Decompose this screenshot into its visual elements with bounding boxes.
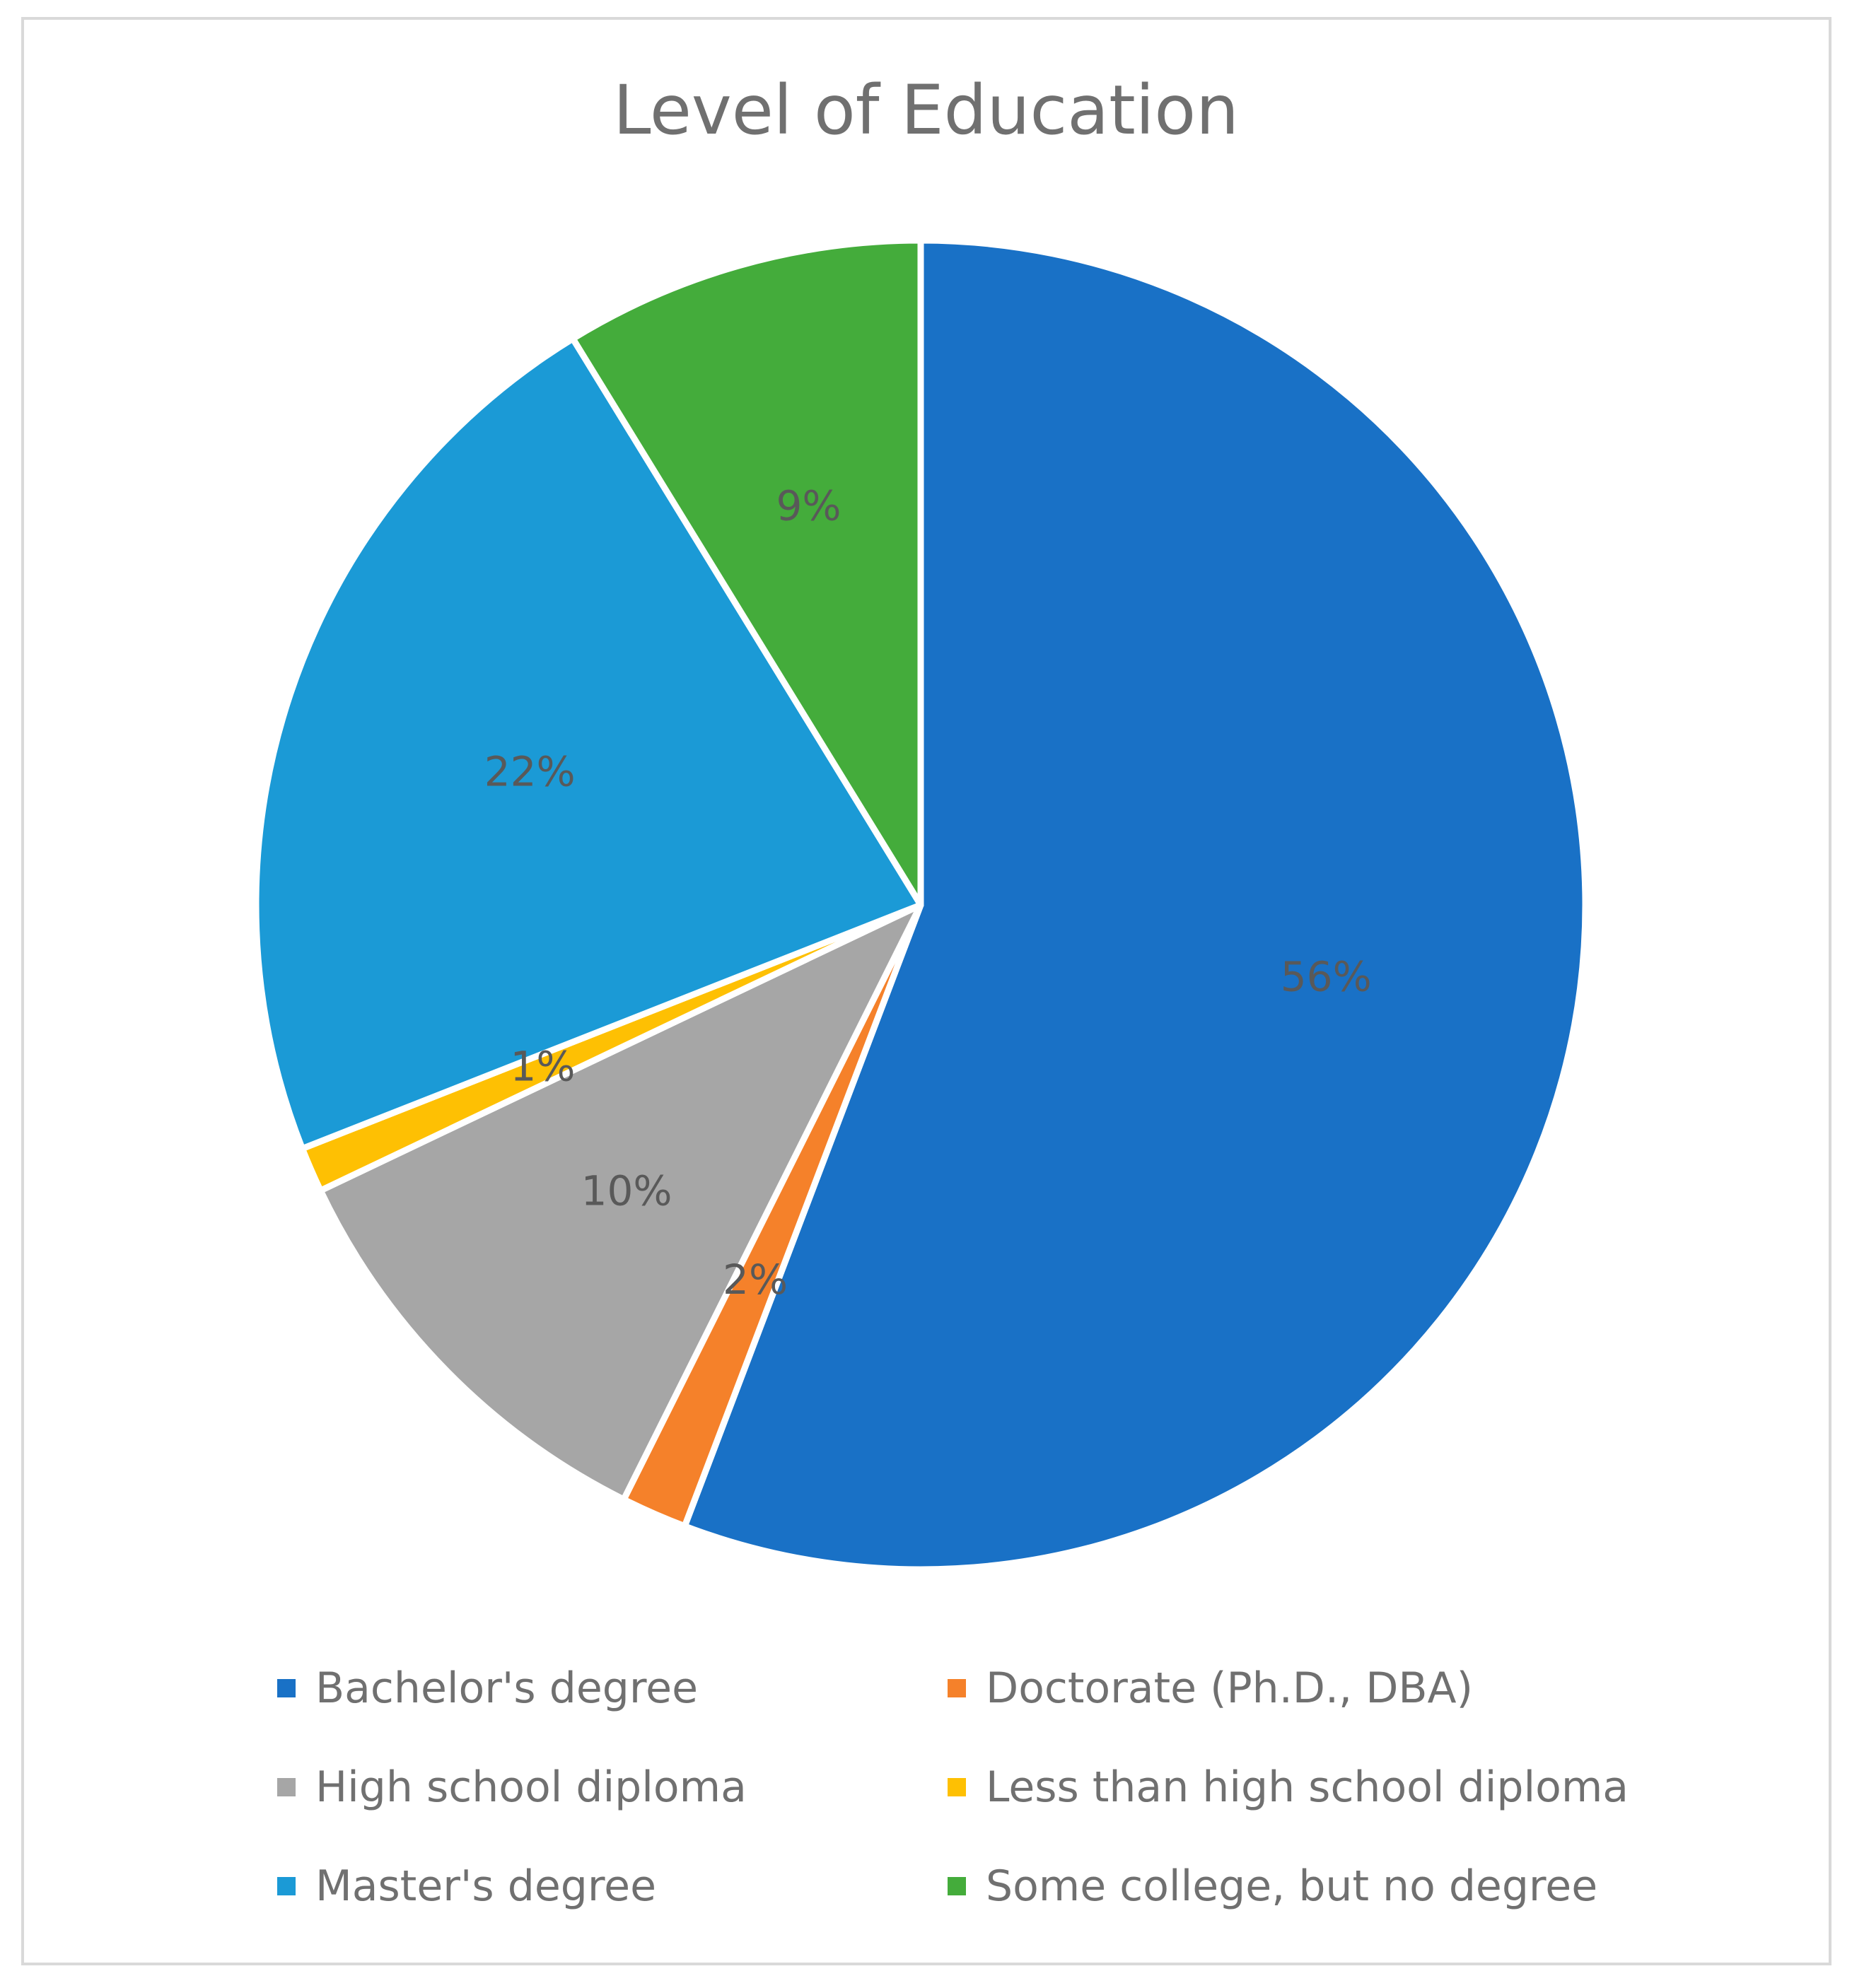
pie-slices: [252, 237, 1589, 1573]
legend-label-less-than-high-school: Less than high school diploma: [986, 1762, 1629, 1812]
legend-swatch-masters: [277, 1877, 296, 1895]
legend-item-less-than-high-school: Less than high school diploma: [948, 1759, 1629, 1815]
legend-swatch-less-than-high-school: [948, 1778, 966, 1796]
pie-slice-bachelors: [681, 237, 1589, 1573]
data-label-less-than-high-school: 1%: [510, 1042, 575, 1090]
data-label-some-college: 9%: [776, 481, 841, 530]
legend-item-masters: Master's degree: [277, 1858, 656, 1914]
legend-item-some-college: Some college, but no degree: [948, 1858, 1597, 1914]
data-label-doctorate: 2%: [723, 1256, 788, 1304]
pie-slice-masters: [252, 335, 924, 1152]
pie-slice-high-school: [317, 901, 924, 1503]
legend-swatch-high-school: [277, 1778, 296, 1796]
data-label-high-school: 10%: [581, 1167, 672, 1215]
legend-item-high-school: High school diploma: [277, 1759, 747, 1815]
legend-item-doctorate: Doctorate (Ph.D., DBA): [948, 1660, 1473, 1717]
legend-label-bachelors: Bachelor's degree: [315, 1664, 698, 1713]
pie-slice-some-college: [569, 237, 924, 908]
legend-swatch-some-college: [948, 1877, 966, 1895]
chart-title: Level of Education: [613, 71, 1239, 150]
legend-swatch-bachelors: [277, 1679, 296, 1697]
legend-item-bachelors: Bachelor's degree: [277, 1660, 698, 1717]
data-label-bachelors: 56%: [1281, 952, 1372, 1000]
legend-label-doctorate: Doctorate (Ph.D., DBA): [986, 1664, 1474, 1713]
legend-label-high-school: High school diploma: [315, 1762, 747, 1812]
legend-label-some-college: Some college, but no degree: [986, 1861, 1598, 1911]
legend-swatch-doctorate: [948, 1679, 966, 1697]
legend-label-masters: Master's degree: [315, 1861, 656, 1911]
pie-data-labels: 56% 2% 10% 1% 22% 9%: [484, 481, 1372, 1304]
data-label-masters: 22%: [484, 748, 576, 796]
